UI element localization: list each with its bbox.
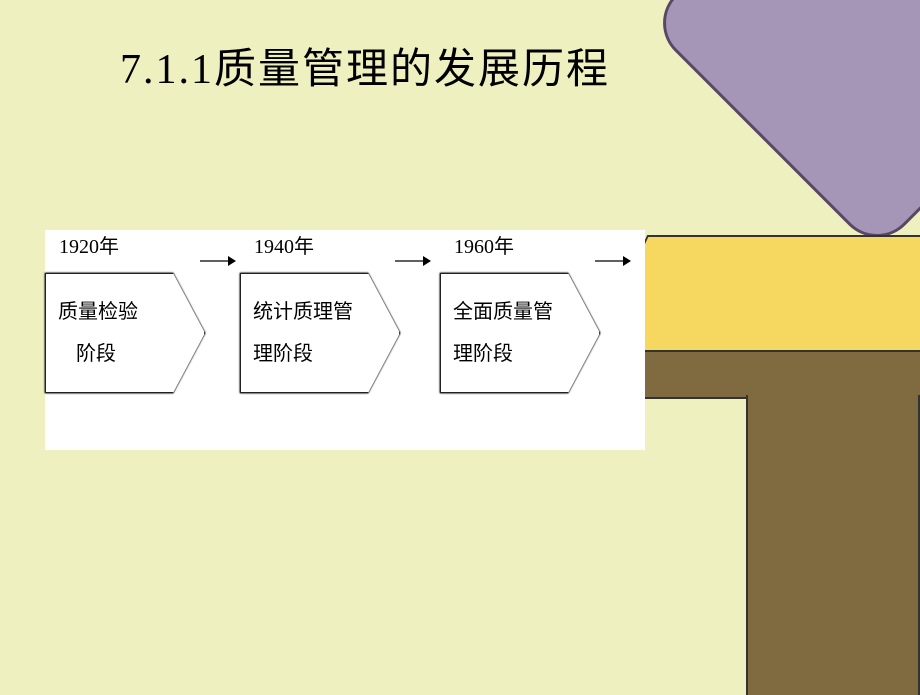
stage-year: 1920年 <box>59 230 205 259</box>
stage-box: 质量检验 阶段 <box>45 273 205 393</box>
stage-line2: 阶段 <box>76 333 204 375</box>
flow-stage-2: 1940年 统计质理管 理阶段 <box>240 230 400 393</box>
stage-line1: 全面质量管 <box>453 291 599 333</box>
stage-year: 1940年 <box>254 230 400 259</box>
arrow-icon <box>595 248 631 274</box>
arrow-icon <box>395 248 431 274</box>
flow-stage-1: 1920年 质量检验 阶段 <box>45 230 205 393</box>
stage-line2: 理阶段 <box>453 333 599 375</box>
decor-desk-front <box>746 395 920 695</box>
stage-line1: 质量检验 <box>58 291 204 333</box>
stage-box: 统计质理管 理阶段 <box>240 273 400 393</box>
page-title: 7.1.1质量管理的发展历程 <box>120 35 610 96</box>
flow-stage-3: 1960年 全面质量管 理阶段 <box>440 230 600 393</box>
stage-line1: 统计质理管 <box>253 291 399 333</box>
stage-year: 1960年 <box>454 230 600 259</box>
stage-line2: 理阶段 <box>253 333 399 375</box>
stage-box: 全面质量管 理阶段 <box>440 273 600 393</box>
decor-top-right <box>646 0 920 254</box>
arrow-icon <box>200 248 236 274</box>
